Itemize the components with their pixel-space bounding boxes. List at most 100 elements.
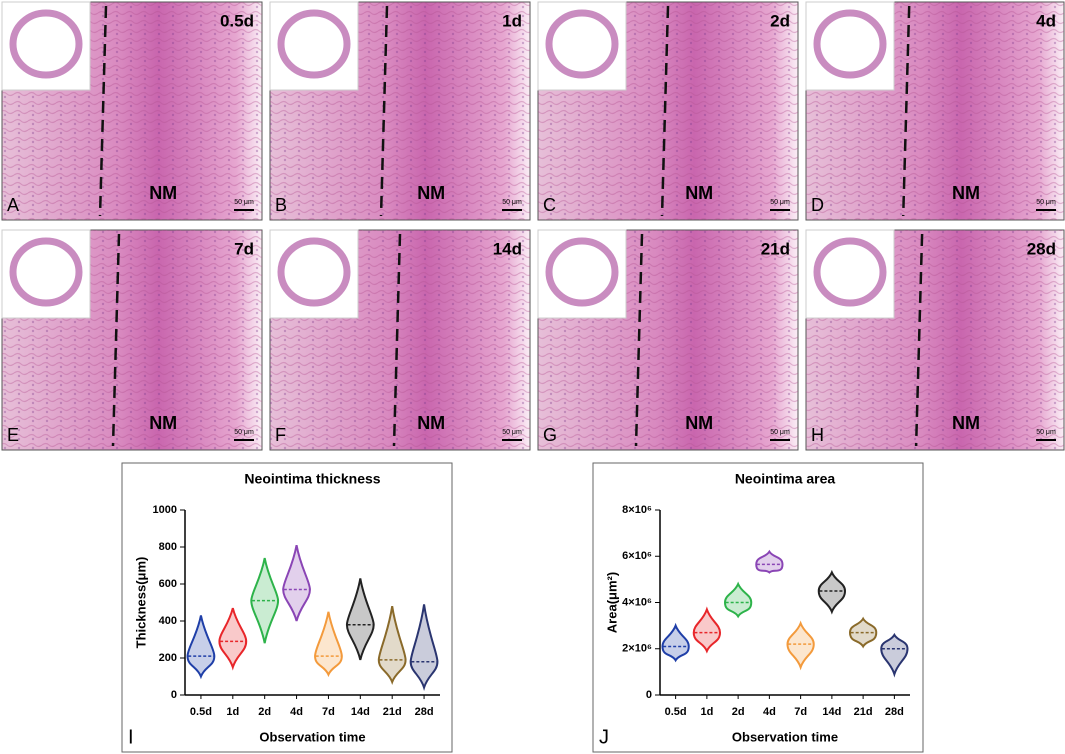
region-label: NM (952, 183, 980, 203)
violin (723, 581, 753, 619)
region-label: NM (685, 413, 713, 433)
y-tick-label: 1000 (153, 504, 177, 516)
vessel-ring (277, 237, 351, 307)
violin (409, 604, 439, 691)
chart-frame (592, 462, 924, 753)
panel-time: 21d (761, 239, 790, 258)
y-tick-label: 2×10⁶ (622, 643, 652, 655)
panel-time: 28d (1027, 239, 1056, 258)
vessel-ring (545, 9, 619, 79)
y-tick-label: 0 (171, 689, 177, 701)
y-tick-label: 0 (646, 689, 652, 701)
violin (817, 569, 847, 615)
boundary-line (111, 233, 121, 447)
vessel-ring (545, 237, 619, 307)
y-axis-title: Area(μm²) (604, 572, 619, 633)
boundary-line (634, 233, 644, 447)
chart-title: Neointima area (735, 471, 836, 487)
y-tick-label: 200 (159, 652, 177, 664)
panel-time: 4d (1036, 11, 1056, 30)
scale-label: 50 μm (502, 199, 522, 206)
y-tick-label: 8×10⁶ (622, 504, 652, 516)
region-label: NM (417, 183, 445, 203)
x-tick-label: 14d (351, 706, 370, 718)
x-tick-label: 2d (732, 706, 745, 718)
y-axis-title: Thickness(μm) (133, 557, 148, 649)
x-tick-label: 28d (415, 706, 434, 718)
y-tick-label: 4×10⁶ (622, 596, 652, 608)
x-tick-label: 1d (226, 706, 239, 718)
x-tick-label: 7d (322, 706, 335, 718)
vessel-ring (9, 9, 83, 79)
panel-letter: J (599, 726, 609, 748)
scale-label: 50 μm (502, 429, 522, 436)
y-tick-label: 800 (159, 541, 177, 553)
x-axis-title: Observation time (732, 729, 838, 744)
panel-time: 2d (770, 11, 790, 30)
violin (661, 622, 690, 663)
region-label: NM (952, 413, 980, 433)
panel-letter: E (7, 425, 19, 445)
violin (880, 632, 909, 678)
x-tick-label: 21d (854, 706, 873, 718)
panel-letter: H (811, 425, 824, 445)
violin (218, 607, 248, 671)
x-tick-label: 14d (822, 706, 841, 718)
scale-label: 50 μm (770, 199, 790, 206)
x-tick-label: 0.5d (190, 706, 212, 718)
violin (377, 606, 407, 685)
vessel-ring (277, 9, 351, 79)
scale-label: 50 μm (770, 429, 790, 436)
scale-label: 50 μm (234, 199, 254, 206)
x-tick-label: 2d (258, 706, 271, 718)
y-tick-label: 400 (159, 615, 177, 627)
panel-letter: F (275, 425, 286, 445)
chart-title: Neointima thickness (244, 471, 380, 487)
vessel-ring (9, 237, 83, 307)
boundary-line (901, 5, 911, 217)
panel-letter: D (811, 195, 824, 215)
boundary-line (660, 5, 670, 217)
panel-letter: C (543, 195, 556, 215)
violin (186, 615, 216, 680)
violin (314, 611, 343, 678)
chart-frame (121, 462, 453, 753)
y-tick-label: 600 (159, 578, 177, 590)
boundary-line (379, 5, 389, 217)
panel-letter: G (543, 425, 557, 445)
x-tick-label: 1d (700, 706, 713, 718)
panel-time: 1d (502, 11, 522, 30)
panel-letter: I (128, 726, 134, 748)
x-tick-label: 21d (383, 706, 402, 718)
panel-time: 0.5d (220, 11, 254, 30)
x-tick-label: 4d (290, 706, 303, 718)
scale-label: 50 μm (1036, 199, 1056, 206)
violin (786, 620, 815, 671)
region-label: NM (149, 183, 177, 203)
vessel-ring (813, 9, 887, 79)
violin (755, 549, 784, 574)
boundary-line (98, 5, 108, 217)
panel-time: 7d (234, 239, 254, 258)
panel-letter: B (275, 195, 287, 215)
scale-label: 50 μm (1036, 429, 1056, 436)
panel-letter: A (7, 195, 19, 215)
violin (692, 606, 722, 654)
x-tick-label: 0.5d (665, 706, 687, 718)
boundary-line (392, 233, 402, 447)
panel-time: 14d (493, 239, 522, 258)
region-label: NM (149, 413, 177, 433)
region-label: NM (417, 413, 445, 433)
x-axis-title: Observation time (259, 729, 365, 744)
x-tick-label: 7d (794, 706, 807, 718)
vessel-ring (813, 237, 887, 307)
region-label: NM (685, 183, 713, 203)
violin (282, 544, 311, 622)
scale-label: 50 μm (234, 429, 254, 436)
y-tick-label: 6×10⁶ (622, 550, 652, 562)
x-tick-label: 28d (885, 706, 904, 718)
boundary-line (914, 233, 924, 447)
x-tick-label: 4d (763, 706, 776, 718)
violin (345, 578, 375, 661)
